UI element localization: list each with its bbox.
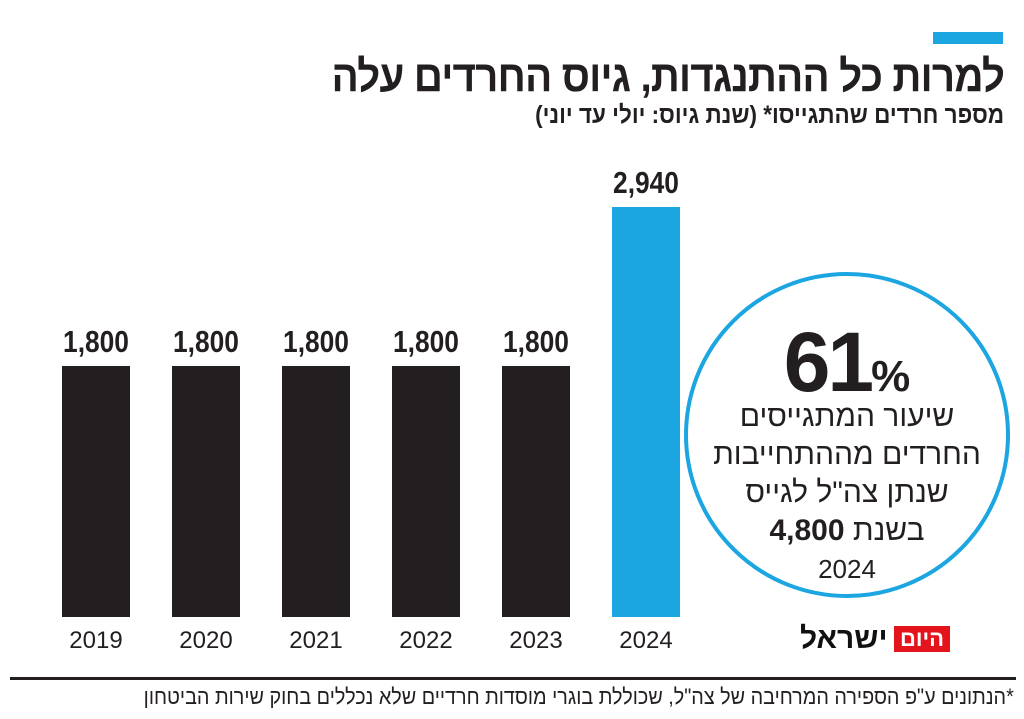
callout-line: שיעור המתגייסים: [739, 400, 955, 433]
callout-line: שנתן צה"ל לגייס: [745, 476, 949, 509]
bar-2024: [612, 207, 680, 617]
data-label: 1,800: [393, 325, 459, 359]
callout-line: החרדים מההתחייבות: [713, 438, 981, 471]
x-tick-label: 2022: [399, 627, 452, 654]
callout-number: 61: [783, 315, 874, 409]
logo-badge: היום: [894, 626, 950, 652]
callout-percentage: 61%: [688, 314, 1006, 411]
data-label: 1,800: [63, 325, 129, 359]
x-tick-label: 2021: [289, 627, 342, 654]
callout-line: בשנת 4,800: [688, 512, 1006, 550]
chart-title: למרות כל ההתנגדות, גיוס החרדים עלה: [331, 52, 1005, 101]
bar-2022: [392, 365, 460, 617]
bar-2019: [62, 365, 130, 617]
x-tick-label: 2024: [619, 627, 672, 654]
divider: [10, 677, 1016, 680]
callout-target: 4,800: [769, 514, 845, 547]
bar-2020: [172, 365, 240, 617]
callout-text: שיעור המתגייסים החרדים מההתחייבות שנתן צ…: [688, 398, 1006, 588]
accent-bar: [933, 32, 1003, 44]
israel-hayom-logo: ישראל היום: [800, 608, 950, 672]
callout-word: בשנת: [852, 514, 925, 547]
callout-circle: 61% שיעור המתגייסים החרדים מההתחייבות שנ…: [684, 272, 1010, 598]
data-label: 1,800: [503, 325, 569, 359]
x-tick-label: 2023: [509, 627, 562, 654]
footnote: *הנתונים ע"פ הספירה המרחיבה של צה"ל, שכו…: [143, 684, 1014, 709]
data-label: 2,940: [613, 166, 679, 200]
callout-year: 2024: [818, 554, 876, 584]
chart-subtitle: מספר חרדים שהתגייסו* (שנת גיוס: יולי עד …: [534, 101, 1004, 129]
x-tick-label: 2019: [69, 627, 122, 654]
bar-2021: [282, 365, 350, 617]
logo-text: ישראל: [800, 622, 888, 655]
data-label: 1,800: [283, 325, 349, 359]
percent-sign: %: [871, 352, 911, 401]
bar-2023: [502, 365, 570, 617]
data-label: 1,800: [173, 325, 239, 359]
x-tick-label: 2020: [179, 627, 232, 654]
